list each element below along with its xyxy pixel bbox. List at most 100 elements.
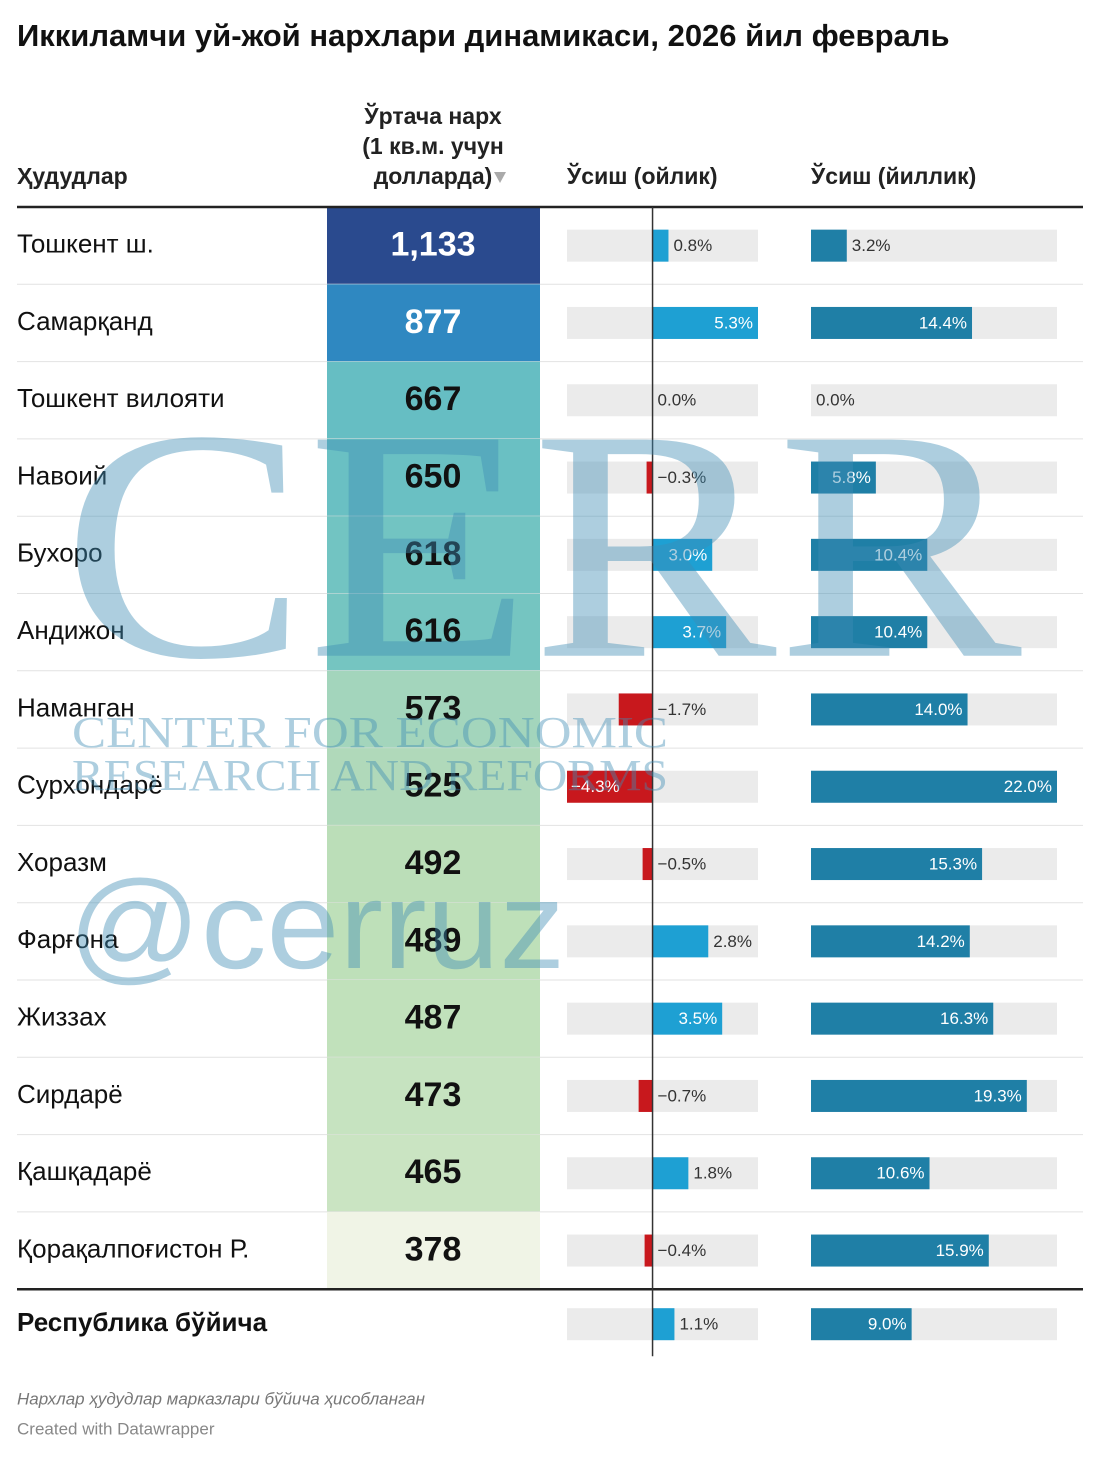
bar: [811, 229, 847, 262]
bar-track: [811, 229, 1057, 262]
bar: [652, 1308, 675, 1341]
bar-label: 15.3%: [929, 855, 977, 874]
price-cell: [327, 516, 540, 594]
watermark-text: CENTER FOR ECONOMIC: [72, 708, 668, 757]
region: Қашқадарё: [17, 1156, 152, 1186]
header: Ўртача нарх: [363, 102, 502, 129]
bar: [638, 1079, 653, 1112]
bar: [811, 306, 973, 339]
bar: [811, 693, 968, 726]
region: Наманган: [17, 692, 135, 722]
bar: [652, 538, 713, 571]
bar: [811, 1079, 1027, 1112]
bar-label: 5.3%: [714, 313, 753, 332]
note: Created with Datawrapper: [17, 1419, 215, 1438]
bar-label: 3.5%: [678, 1009, 717, 1028]
price-cell: [327, 207, 540, 285]
price: 667: [405, 380, 462, 418]
price-cell: [327, 980, 540, 1058]
bar-label: −0.3%: [658, 468, 707, 487]
bar: [811, 1308, 912, 1341]
bar-track: [567, 461, 758, 494]
bar-label: 0.0%: [658, 391, 697, 410]
region: Хоразм: [17, 847, 107, 877]
region: Самарқанд: [17, 306, 153, 336]
bar-label: −0.5%: [658, 855, 707, 874]
bar: [652, 1002, 723, 1035]
watermark-handle: @cerruz: [68, 856, 565, 995]
price: 378: [405, 1231, 462, 1269]
price-cell: [327, 1211, 540, 1290]
bar-label: 3.2%: [852, 236, 891, 255]
bar-label: 16.3%: [940, 1009, 988, 1028]
price-cell: [327, 1134, 540, 1213]
bar-label: 1.8%: [693, 1164, 732, 1183]
region: Қорақалпоғистон Р.: [17, 1233, 249, 1263]
bar: [618, 693, 653, 726]
bar-label: 14.0%: [914, 700, 962, 719]
bar-label: 9.0%: [868, 1315, 907, 1334]
watermark-logo: CERR: [62, 363, 1024, 728]
bar: [652, 616, 727, 649]
bar: [811, 461, 876, 494]
header: долларда): [374, 163, 493, 189]
header: (1 кв.м. учун: [362, 133, 504, 159]
bar: [652, 925, 709, 958]
price: 489: [405, 921, 462, 959]
bar: [652, 1157, 689, 1190]
price-cell: [327, 748, 540, 826]
bar-label: −0.7%: [658, 1086, 707, 1105]
bar: [644, 1234, 653, 1267]
bar: [811, 616, 928, 649]
price-cell: [327, 593, 540, 672]
bar-label: −4.3%: [571, 777, 620, 796]
region: Тошкент ш.: [17, 229, 154, 259]
bar-label: 10.6%: [876, 1164, 924, 1183]
bar: [652, 229, 669, 262]
region: Тошкент вилояти: [17, 383, 225, 413]
price: 618: [405, 535, 462, 573]
bar-label: 0.8%: [673, 236, 712, 255]
bar-track: [567, 848, 758, 881]
bar: [646, 461, 653, 494]
region: Жиззах: [17, 1002, 107, 1032]
bar: [811, 925, 970, 958]
region: Бухоро: [17, 538, 103, 568]
price-cell: [327, 438, 540, 517]
bar-track: [567, 384, 758, 417]
bar-track: [567, 693, 758, 726]
price: 473: [405, 1076, 462, 1114]
price: 616: [405, 612, 462, 650]
note: Нархлар ҳудудлар марказлари бўйича ҳисоб…: [17, 1389, 426, 1408]
price: 1,133: [390, 226, 475, 264]
bar-label: 0.0%: [816, 391, 855, 410]
bar-label: 10.4%: [874, 623, 922, 642]
bar-track: [567, 1234, 758, 1267]
price-cell: [327, 902, 540, 981]
price-cell: [327, 361, 540, 440]
bar-label: 5.8%: [832, 468, 871, 487]
total-region: Республика бўйича: [17, 1307, 268, 1337]
price: 525: [405, 767, 462, 805]
region: Сурхондарё: [17, 770, 163, 800]
region: Андижон: [17, 615, 125, 645]
header: Ўсиш (ойлик): [566, 162, 718, 189]
bar: [652, 306, 758, 339]
bar-label: 1.1%: [679, 1315, 718, 1334]
price-cell: [327, 670, 540, 749]
header: Ҳудудлар: [17, 163, 128, 189]
bar: [567, 770, 653, 803]
region: Навоий: [17, 460, 107, 490]
bar-label: 19.3%: [974, 1086, 1022, 1105]
bar-track: [567, 1079, 758, 1112]
bar-label: 14.4%: [919, 313, 967, 332]
bar: [811, 538, 928, 571]
bar-track: [811, 384, 1057, 417]
price-cell: [327, 1057, 540, 1136]
price-cell: [327, 284, 540, 363]
bar-label: −0.4%: [658, 1241, 707, 1260]
price: 487: [405, 999, 462, 1037]
bar: [811, 848, 983, 881]
